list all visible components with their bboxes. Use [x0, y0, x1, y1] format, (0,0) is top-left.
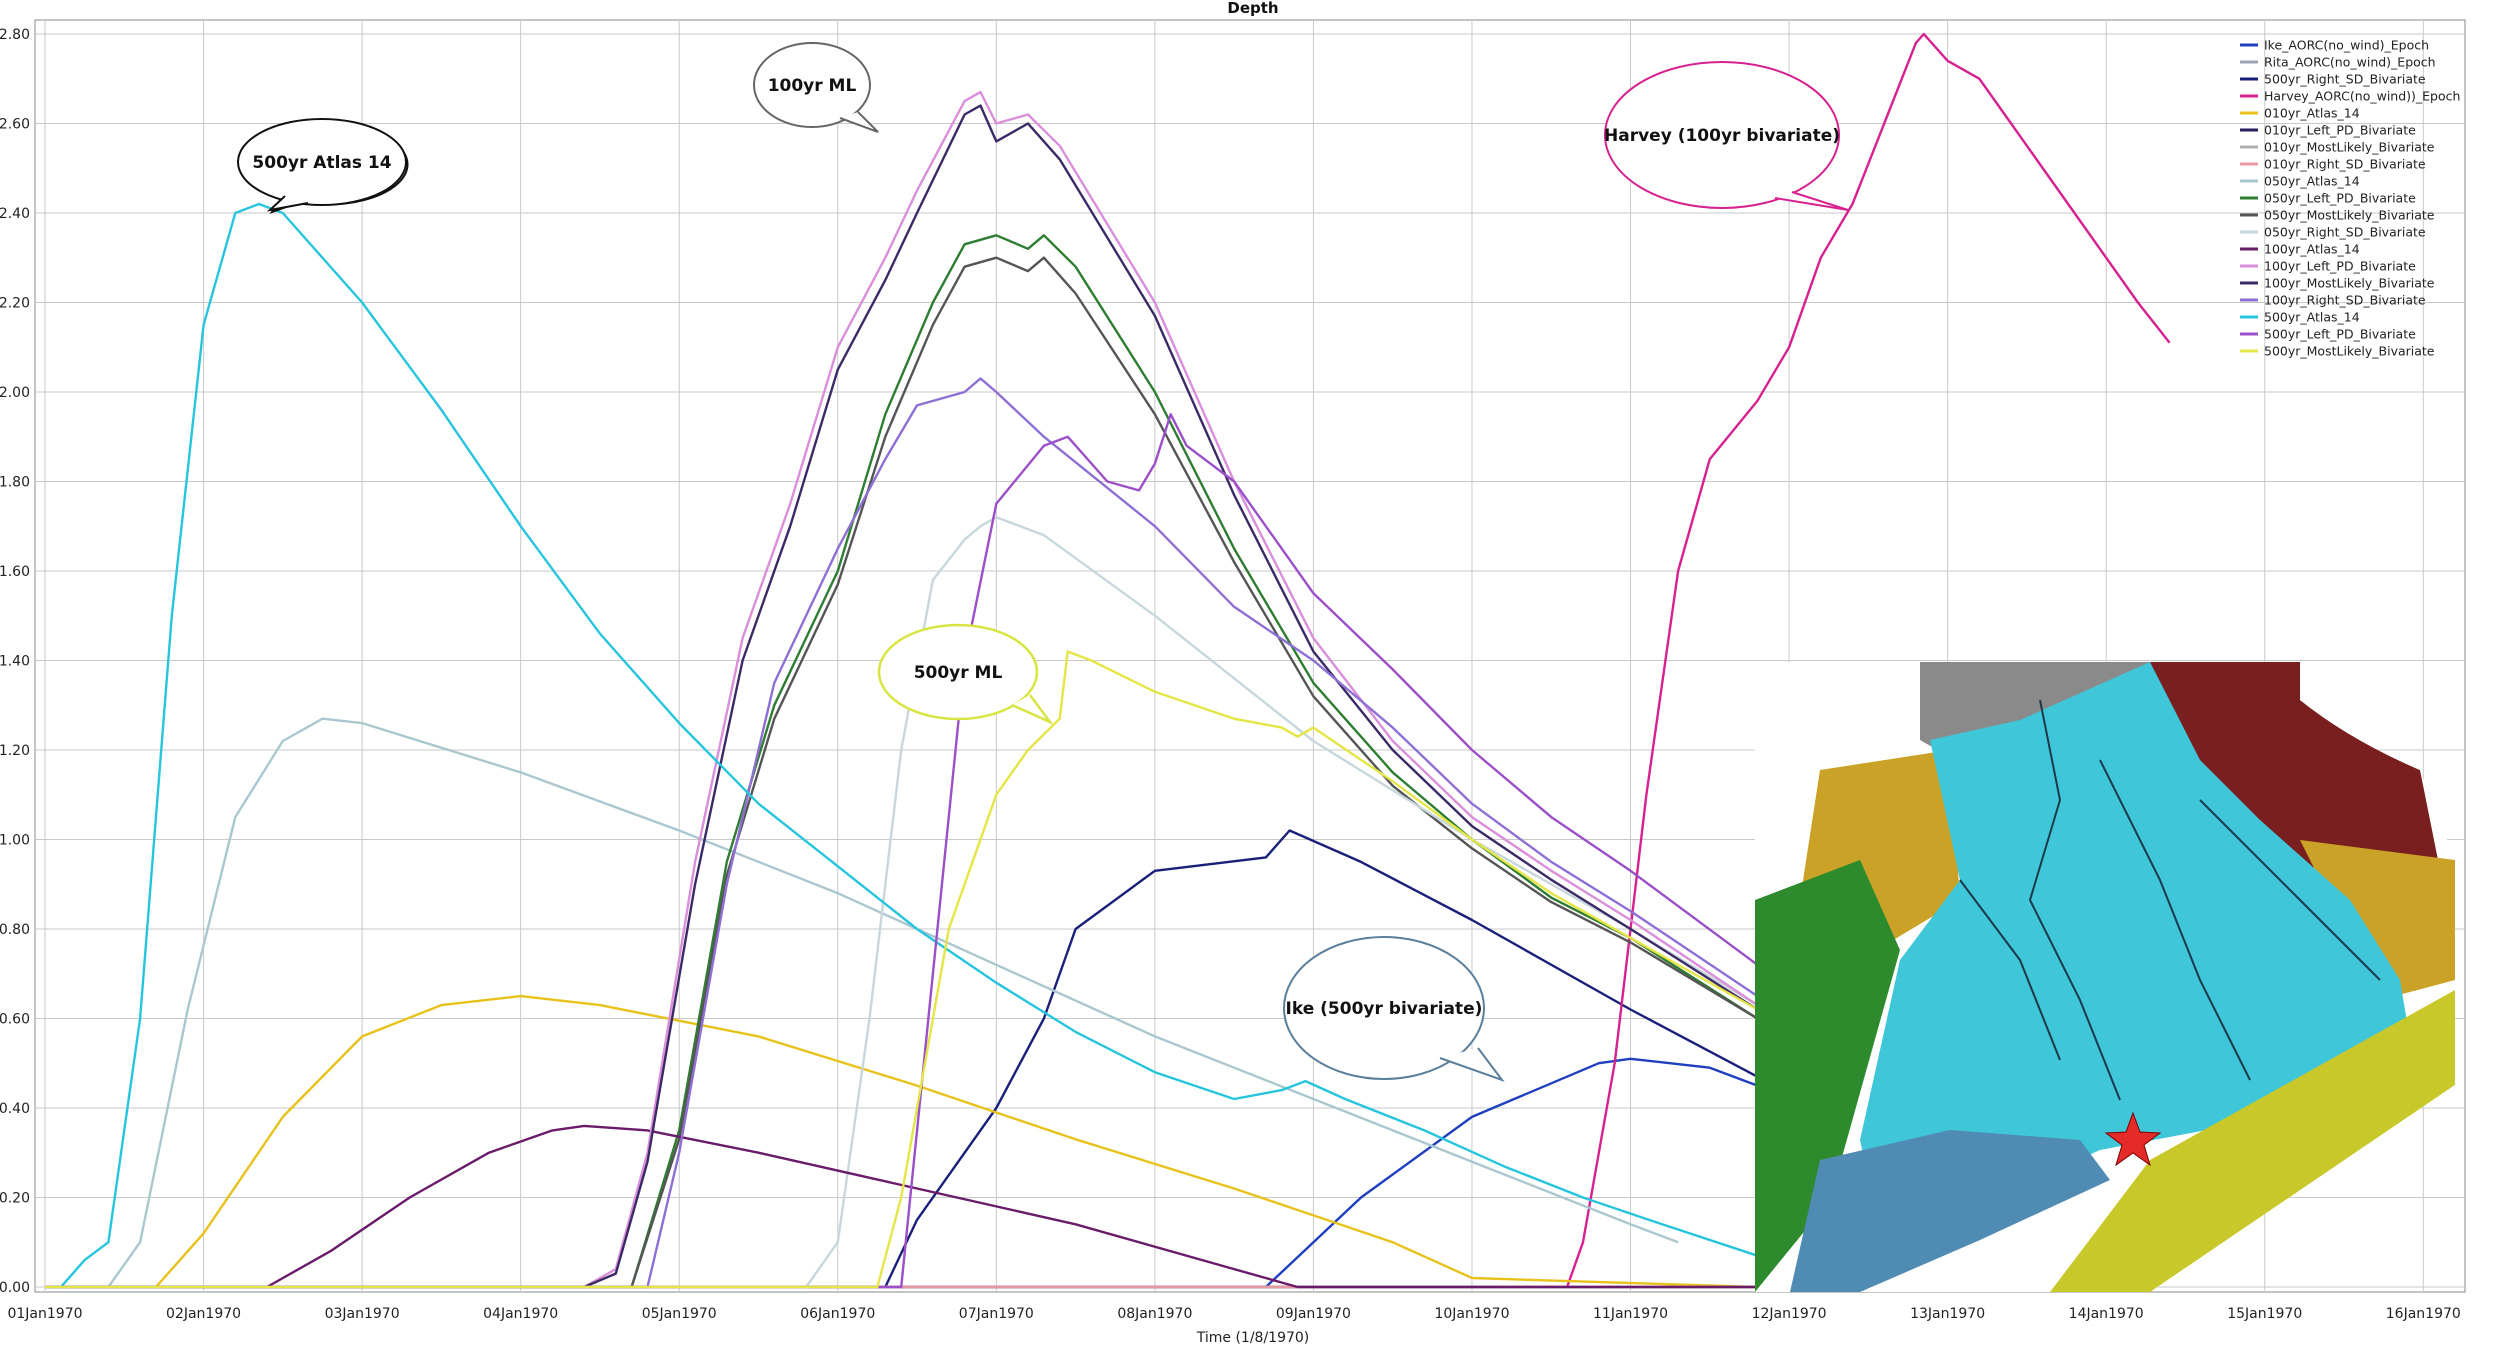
legend-entry: 010yr_Atlas_14: [2264, 106, 2360, 121]
legend-entry: 500yr_Atlas_14: [2264, 310, 2360, 325]
callout-ike: Ike (500yr bivariate): [1283, 936, 1505, 1083]
legend-entry: 100yr_Atlas_14: [2264, 242, 2360, 257]
x-tick-label: 05Jan1970: [642, 1306, 717, 1322]
legend-entry: 100yr_Right_SD_Bivariate: [2264, 293, 2426, 308]
y-tick-label: 0.80: [0, 922, 30, 938]
legend-entry: Rita_AORC(no_wind)_Epoch: [2264, 55, 2436, 70]
x-tick-label: 01Jan1970: [7, 1306, 82, 1322]
legend-entry: 050yr_Atlas_14: [2264, 174, 2360, 189]
callout-100yr-ml-text: 100yr ML: [768, 76, 857, 96]
x-tick-label: 14Jan1970: [2069, 1306, 2144, 1322]
legend-entry: 500yr_Left_PD_Bivariate: [2264, 327, 2416, 342]
x-axis-ticks: 01Jan1970 02Jan1970 03Jan1970 04Jan1970 05Ja…: [7, 1306, 2460, 1322]
y-tick-label: 0.20: [0, 1190, 30, 1206]
callout-500yr-atlas14: 500yr Atlas 14: [237, 118, 409, 215]
y-tick-label: 1.60: [0, 564, 30, 580]
legend-entry: 050yr_MostLikely_Bivariate: [2264, 208, 2435, 223]
legend-entry: 010yr_MostLikely_Bivariate: [2264, 140, 2435, 155]
callout-ike-text: Ike (500yr bivariate): [1286, 999, 1483, 1019]
x-tick-label: 13Jan1970: [1910, 1306, 1985, 1322]
callout-500yr-atlas14-text: 500yr Atlas 14: [252, 153, 391, 173]
x-tick-label: 03Jan1970: [325, 1306, 400, 1322]
y-tick-label: 0.60: [0, 1011, 30, 1027]
legend-entry: 010yr_Right_SD_Bivariate: [2264, 157, 2426, 172]
red-star-marker: [2104, 1111, 2162, 1167]
series-line-050yr_Right_SD_Bivariate: [45, 516, 1759, 1289]
series-line-100yr_Left_PD_Bivariate: [45, 90, 1759, 1289]
series-line-100yr_Right_SD_Bivariate: [45, 377, 1759, 1289]
map-low-ground: [1755, 860, 1900, 1292]
x-tick-label: 08Jan1970: [1117, 1306, 1192, 1322]
legend-entry: 100yr_Left_PD_Bivariate: [2264, 259, 2416, 274]
y-tick-label: 2.80: [0, 27, 30, 43]
y-axis-ticks: 0.00 0.20 0.40 0.60 0.80 1.00 1.20 1.40 1.60 1.80…: [0, 27, 30, 1296]
x-tick-label: 11Jan1970: [1593, 1306, 1668, 1322]
x-tick-label: 04Jan1970: [483, 1306, 558, 1322]
legend-entry: 050yr_Left_PD_Bivariate: [2264, 191, 2416, 206]
map-flood-area: [1860, 662, 2410, 1230]
callout-harvey-text: Harvey (100yr bivariate): [1604, 126, 1840, 146]
x-tick-label: 09Jan1970: [1276, 1306, 1351, 1322]
y-tick-label: 1.00: [0, 832, 30, 848]
x-tick-label: 07Jan1970: [959, 1306, 1034, 1322]
y-tick-label: 0.40: [0, 1101, 30, 1117]
series-line-050yr_Left_PD_Bivariate: [45, 234, 1759, 1289]
callout-100yr-ml: 100yr ML: [753, 42, 879, 133]
series-line-100yr_Atlas_14: [45, 1124, 1758, 1289]
series-line-100yr_MostLikely_Bivariate: [45, 104, 1759, 1289]
series-line-Harvey_AORC(no_wind))_Epoch: [45, 32, 2171, 1289]
x-axis-label: Time (1/8/1970): [1196, 1330, 1310, 1346]
y-tick-label: 2.60: [0, 116, 30, 132]
legend-entry: 050yr_Right_SD_Bivariate: [2264, 225, 2426, 240]
y-tick-label: 1.80: [0, 474, 30, 490]
callout-harvey: Harvey (100yr bivariate): [1604, 61, 1849, 211]
series-line-500yr_MostLikely_Bivariate: [45, 650, 1758, 1289]
map-channels: [1959, 699, 2381, 1101]
x-tick-label: 15Jan1970: [2227, 1306, 2302, 1322]
series-line-010yr_Atlas_14: [45, 994, 1758, 1289]
chart-title: Depth: [1227, 0, 1278, 17]
y-tick-label: 1.40: [0, 653, 30, 669]
legend-entry: 100yr_MostLikely_Bivariate: [2264, 276, 2435, 291]
y-tick-label: 1.20: [0, 743, 30, 759]
y-tick-label: 2.00: [0, 385, 30, 401]
series-line-500yr_Right_SD_Bivariate: [45, 829, 1758, 1289]
legend-entry: 010yr_Left_PD_Bivariate: [2264, 123, 2416, 138]
legend-entry: 500yr_MostLikely_Bivariate: [2264, 344, 2435, 359]
map-coast-strip: [2050, 990, 2455, 1292]
series-line-050yr_Atlas_14: [45, 717, 1679, 1289]
series-lines: [45, 32, 2171, 1289]
y-tick-label: 2.20: [0, 295, 30, 311]
x-tick-label: 02Jan1970: [166, 1306, 241, 1322]
y-tick-label: 0.00: [0, 1280, 30, 1296]
map-bay-water: [1790, 1130, 2110, 1292]
map-mid-ground-east: [2300, 840, 2455, 1000]
chart-legend: Ike_AORC(no_wind)_Epoch Rita_AORC(no_wind…: [2240, 38, 2460, 359]
legend-entry: 500yr_Right_SD_Bivariate: [2264, 72, 2426, 87]
x-tick-label: 06Jan1970: [800, 1306, 875, 1322]
x-tick-label: 10Jan1970: [1434, 1306, 1509, 1322]
legend-entry: Harvey_AORC(no_wind))_Epoch: [2264, 89, 2460, 104]
legend-entry: Ike_AORC(no_wind)_Epoch: [2264, 38, 2429, 53]
series-line-Ike_AORC(no_wind)_Epoch: [45, 1057, 1758, 1289]
x-tick-label: 16Jan1970: [2386, 1306, 2461, 1322]
x-tick-label: 12Jan1970: [1752, 1306, 1827, 1322]
series-line-050yr_MostLikely_Bivariate: [45, 256, 1759, 1289]
callout-500yr-ml-text: 500yr ML: [914, 663, 1003, 683]
y-tick-label: 2.40: [0, 206, 30, 222]
series-line-500yr_Atlas_14: [45, 202, 1758, 1289]
callout-500yr-ml: 500yr ML: [877, 623, 1054, 726]
